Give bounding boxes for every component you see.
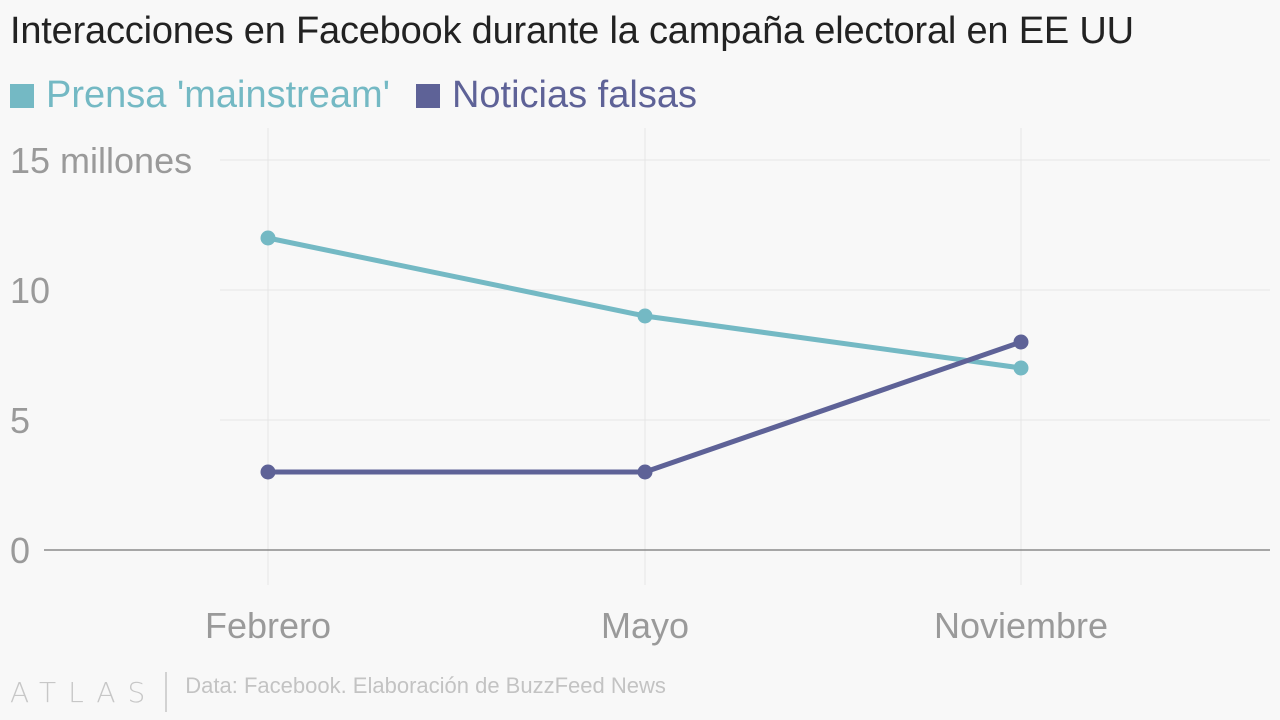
legend-item-prensa: Prensa 'mainstream' [10, 74, 390, 117]
y-tick-label: 10 [10, 270, 50, 311]
data-point [1013, 334, 1029, 350]
footer-divider [165, 672, 168, 712]
chart-title: Interacciones en Facebook durante la cam… [10, 10, 1134, 52]
source-note: Data: Facebook. Elaboración de BuzzFeed … [185, 673, 666, 698]
y-tick-label: 0 [10, 530, 30, 571]
legend: Prensa 'mainstream' Noticias falsas [10, 74, 723, 117]
data-point [1013, 360, 1029, 376]
data-point [260, 464, 276, 480]
x-tick-label: Febrero [205, 605, 331, 646]
atlas-logo: ATLAS [10, 675, 158, 709]
legend-item-noticias-falsas: Noticias falsas [415, 74, 697, 117]
legend-label-noticias-falsas: Noticias falsas [451, 74, 697, 116]
x-tick-label: Mayo [601, 605, 689, 646]
footer: ATLAS Data: Facebook. Elaboración de Buz… [10, 672, 666, 712]
legend-swatch-prensa [10, 83, 34, 108]
y-tick-label: 5 [10, 400, 30, 441]
data-point [637, 308, 653, 324]
legend-label-prensa: Prensa 'mainstream' [46, 74, 390, 116]
legend-swatch-noticias-falsas [415, 83, 440, 108]
x-tick-label: Noviembre [934, 605, 1108, 646]
y-tick-label: 15 millones [10, 140, 192, 181]
data-point [260, 230, 276, 246]
data-point [637, 464, 653, 480]
